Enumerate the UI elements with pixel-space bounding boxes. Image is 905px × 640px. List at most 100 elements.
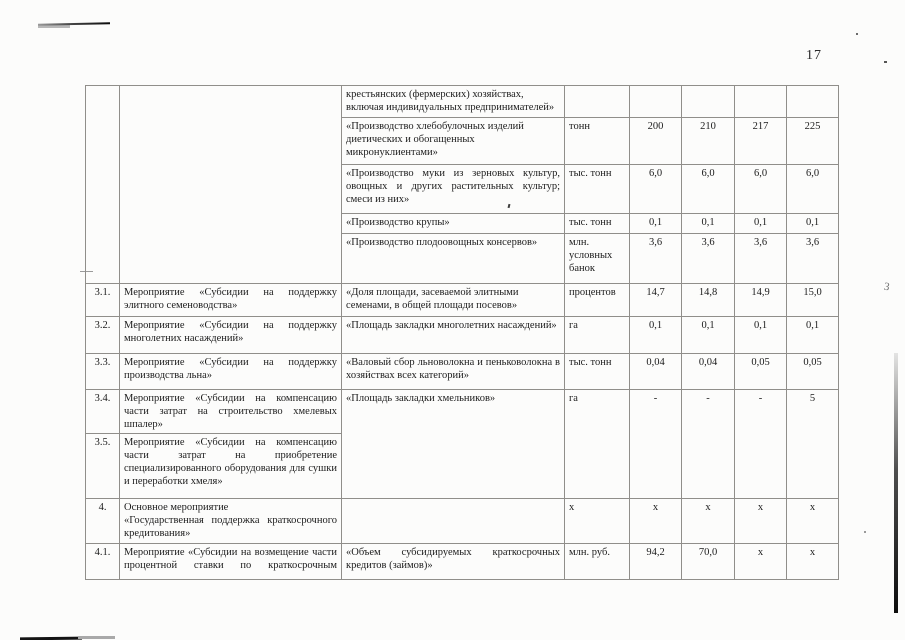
cell-value: -	[681, 388, 735, 500]
cell-value: 5	[786, 388, 839, 500]
cell-value: 0,04	[681, 353, 735, 390]
cell-measure: Мероприятие «Субсидии на поддержку произ…	[119, 353, 342, 390]
cell-unit: га	[564, 316, 630, 354]
cell-value: 70,0	[681, 542, 735, 580]
cell-indicator: «Производство плодоовощных консервов»	[341, 233, 565, 284]
cell-unit: млн. условных банок	[564, 233, 630, 284]
cell-unit: тыс. тонн	[564, 353, 630, 390]
cell-measure: Мероприятие «Субсидии на компенсацию час…	[119, 433, 342, 500]
cell-value: 0,1	[786, 213, 839, 234]
cell-value: 6,0	[734, 164, 787, 214]
cell-indicator	[341, 498, 565, 544]
cell-num: 3.1.	[85, 283, 120, 317]
cell-value: х	[734, 498, 787, 544]
table-row: крестьянских (фермерских) хозяйствах, вк…	[85, 85, 839, 284]
cell-value: -	[734, 388, 787, 500]
cell-measure: Мероприятие «Субсидии на возмещение част…	[119, 542, 342, 580]
cell-value	[786, 85, 839, 118]
cell-indicator: «Производство хлебобулочных изделий диет…	[341, 117, 565, 165]
cell-value: 14,7	[629, 283, 682, 317]
cell-unit: тонн	[564, 117, 630, 165]
cell-value: 3,6	[786, 233, 839, 284]
cell-unit: х	[564, 498, 630, 544]
cell-value: 0,1	[681, 316, 735, 354]
cell-measure	[119, 85, 342, 284]
cell-indicator: «Валовый сбор льноволокна и пеньковолокн…	[341, 353, 565, 390]
program-indicators-table: крестьянских (фермерских) хозяйствах, вк…	[85, 85, 839, 580]
scan-edge-shadow	[894, 353, 898, 613]
cell-num: 3.2.	[85, 316, 120, 354]
cell-value: х	[786, 498, 839, 544]
cell-indicator: «Производство муки из зерновых культур, …	[341, 164, 565, 214]
cell-value: -	[629, 388, 682, 500]
cell-indicator: «Объем субсидируемых краткосрочных креди…	[341, 542, 565, 580]
cell-value: 0,1	[629, 213, 682, 234]
cell-value: 0,1	[734, 213, 787, 234]
cell-indicator: «Площадь закладки многолетних насаждений…	[341, 316, 565, 354]
cell-measure: Мероприятие «Субсидии на поддержку элитн…	[119, 283, 342, 317]
cell-unit: га	[564, 388, 630, 500]
cell-unit: процентов	[564, 283, 630, 317]
cell-value	[629, 85, 682, 118]
cell-value: 0,04	[629, 353, 682, 390]
cell-value: 210	[681, 117, 735, 165]
margin-scribble: 3	[882, 280, 891, 294]
table-row: 4.1. Мероприятие «Субсидии на возмещение…	[85, 542, 839, 580]
pen-stroke-top-left-light	[38, 25, 70, 28]
table-row: 3.5. Мероприятие «Субсидии на компенсаци…	[85, 433, 839, 500]
cell-value: 225	[786, 117, 839, 165]
page-number: 17	[806, 48, 822, 63]
pen-stroke-bottom-left-light	[78, 636, 115, 639]
cell-measure: Мероприятие «Субсидии на поддержку много…	[119, 316, 342, 354]
cell-unit: млн. руб.	[564, 542, 630, 580]
cell-value: 0,05	[734, 353, 787, 390]
cell-indicator: «Производство крупы»	[341, 213, 565, 234]
scan-speck	[884, 61, 887, 63]
cell-value: 14,9	[734, 283, 787, 317]
pen-stroke-bottom-left	[19, 636, 83, 640]
table-row: «Производство крупы» тыс. тонн 0,1 0,1 0…	[86, 213, 839, 234]
cell-value: 0,1	[629, 316, 682, 354]
cell-value	[734, 85, 787, 118]
cell-value	[681, 85, 735, 118]
scan-speck	[856, 33, 858, 35]
cell-value: 3,6	[681, 233, 735, 284]
cell-value: 3,6	[734, 233, 787, 284]
pen-stroke-top-left	[37, 22, 111, 26]
cell-value: 6,0	[629, 164, 682, 214]
cell-value: 0,05	[786, 353, 839, 390]
cell-num	[85, 85, 120, 284]
cell-num: 4.	[85, 498, 120, 544]
cell-unit	[564, 85, 630, 118]
table-row: 3.4. Мероприятие «Субсидии на компенсаци…	[85, 388, 839, 500]
cell-value: 200	[629, 117, 682, 165]
table-row: 4. Основное мероприятие «Государственная…	[85, 498, 839, 544]
cell-unit: тыс. тонн	[564, 164, 630, 214]
cell-value: 15,0	[786, 283, 839, 317]
table-row: «Производство хлебобулочных изделий диет…	[86, 117, 839, 165]
cell-value: х	[681, 498, 735, 544]
cell-num: 3.3.	[85, 353, 120, 390]
cell-num: 4.1.	[85, 542, 120, 580]
cell-measure: Мероприятие «Субсидии на компенсацию час…	[119, 388, 342, 435]
cell-value: х	[734, 542, 787, 580]
cell-unit: тыс. тонн	[564, 213, 630, 234]
table-row: 3.3. Мероприятие «Субсидии на поддержку …	[85, 353, 839, 390]
cell-value: 0,1	[734, 316, 787, 354]
cell-measure: Основное мероприятие «Государственная по…	[119, 498, 342, 544]
cell-indicator: «Доля площади, засеваемой элитными семен…	[341, 283, 565, 317]
cell-indicator: «Площадь закладки хмельников»	[341, 388, 565, 500]
table-row: «Производство плодоовощных консервов» мл…	[86, 233, 839, 284]
cell-value: 14,8	[681, 283, 735, 317]
table-row: 3.2. Мероприятие «Субсидии на поддержку …	[85, 316, 839, 354]
cell-value: х	[786, 542, 839, 580]
scan-speck	[864, 531, 866, 533]
cell-value: 3,6	[629, 233, 682, 284]
cell-value: 6,0	[786, 164, 839, 214]
cell-indicator: крестьянских (фермерских) хозяйствах, вк…	[341, 85, 565, 118]
cell-value: 217	[734, 117, 787, 165]
cell-value: 6,0	[681, 164, 735, 214]
table-row: 3.1. Мероприятие «Субсидии на поддержку …	[85, 283, 839, 317]
cell-value: х	[629, 498, 682, 544]
cell-value: 0,1	[786, 316, 839, 354]
